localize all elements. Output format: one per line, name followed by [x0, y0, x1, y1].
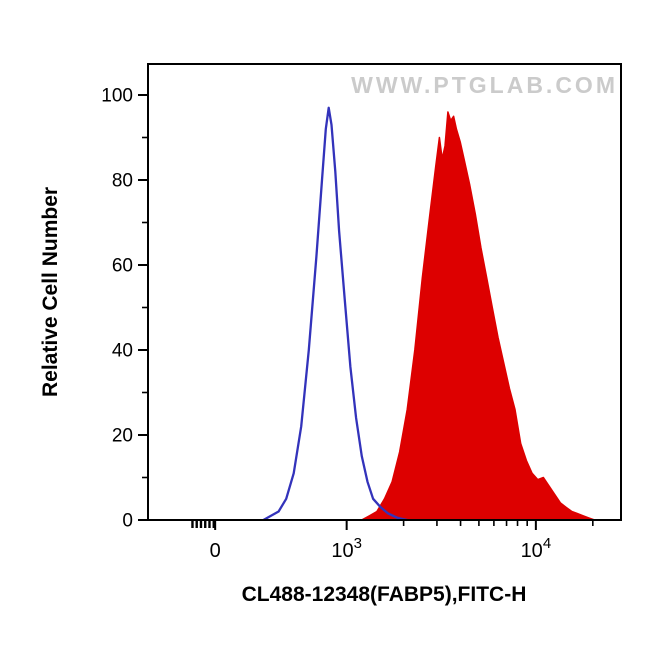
red-filled-histogram	[360, 111, 596, 521]
y-axis: 0 20 40 60 80 100	[101, 86, 147, 532]
blue-open-histogram	[262, 106, 408, 522]
watermark-text: WWW.PTGLAB.COM	[351, 72, 618, 98]
y-tick-label: 0	[122, 511, 133, 532]
x-tick-label: 104	[521, 535, 552, 562]
y-axis-title: Relative Cell Number	[39, 187, 62, 397]
y-tick-label: 100	[101, 86, 133, 107]
x-tick-label: 103	[331, 535, 362, 562]
y-tick-label: 60	[112, 256, 133, 277]
x-axis: 0 103 104	[191, 521, 594, 562]
y-tick-label: 80	[112, 171, 133, 192]
plot-border	[147, 63, 622, 521]
y-tick-label: 40	[112, 341, 133, 362]
x-axis-title: CL488-12348(FABP5),FITC-H	[242, 583, 527, 606]
histogram-series-layer	[262, 106, 596, 522]
x-tick-label: 0	[210, 540, 221, 562]
y-tick-label: 20	[112, 426, 133, 447]
